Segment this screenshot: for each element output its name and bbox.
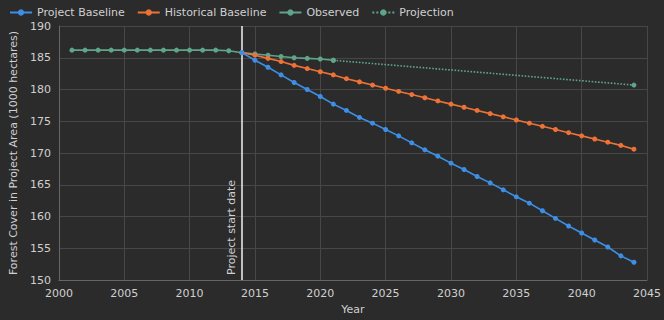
svg-text:170: 170 xyxy=(30,147,51,160)
svg-text:2015: 2015 xyxy=(241,287,269,300)
svg-text:Historical Baseline: Historical Baseline xyxy=(165,6,267,19)
svg-text:Observed: Observed xyxy=(306,6,359,19)
svg-text:165: 165 xyxy=(30,178,51,191)
svg-text:2045: 2045 xyxy=(633,287,661,300)
svg-text:155: 155 xyxy=(30,242,51,255)
svg-text:2020: 2020 xyxy=(306,287,334,300)
svg-text:Project Baseline: Project Baseline xyxy=(37,6,125,19)
svg-text:160: 160 xyxy=(30,210,51,223)
svg-text:150: 150 xyxy=(30,274,51,287)
svg-text:Projection: Projection xyxy=(399,6,453,19)
svg-text:2010: 2010 xyxy=(176,287,204,300)
svg-text:2030: 2030 xyxy=(437,287,465,300)
svg-text:Forest Cover in Project Area (: Forest Cover in Project Area (1000 hecta… xyxy=(7,31,20,275)
svg-text:2035: 2035 xyxy=(502,287,530,300)
svg-text:2040: 2040 xyxy=(568,287,596,300)
svg-text:185: 185 xyxy=(30,51,51,64)
svg-text:180: 180 xyxy=(30,83,51,96)
svg-text:Year: Year xyxy=(340,303,365,316)
svg-text:2025: 2025 xyxy=(372,287,400,300)
svg-text:175: 175 xyxy=(30,115,51,128)
svg-text:Project start date: Project start date xyxy=(225,180,238,275)
svg-text:2005: 2005 xyxy=(110,287,138,300)
svg-text:190: 190 xyxy=(30,20,51,33)
svg-text:2000: 2000 xyxy=(45,287,73,300)
